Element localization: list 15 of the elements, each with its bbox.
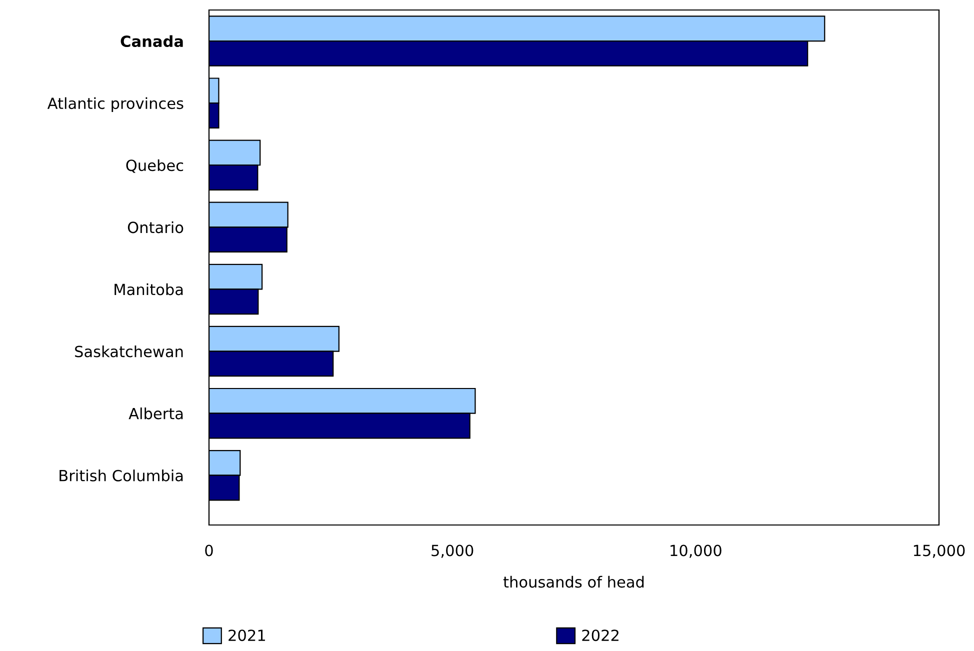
- y-tick-label: Canada: [120, 35, 183, 48]
- x-axis-title: thousands of head: [503, 576, 644, 588]
- y-tick-label: British Columbia: [60, 470, 183, 482]
- y-tick-label: Alberta: [128, 408, 183, 420]
- legend-label: 2022: [582, 630, 618, 642]
- y-tick-label: Quebec: [126, 159, 184, 173]
- x-tick-label: 5,000: [432, 544, 474, 558]
- y-tick-label: Ontario: [128, 221, 184, 234]
- x-tick-label: 0: [205, 544, 213, 556]
- x-tick-label: 10,000: [670, 544, 722, 558]
- x-tick-label: 15,000: [914, 544, 965, 558]
- y-tick-label: Manitoba: [114, 283, 183, 296]
- y-tick-label: Saskatchewan: [75, 345, 183, 358]
- y-tick-label: Atlantic provinces: [47, 97, 184, 112]
- legend-label: 2021: [228, 630, 265, 642]
